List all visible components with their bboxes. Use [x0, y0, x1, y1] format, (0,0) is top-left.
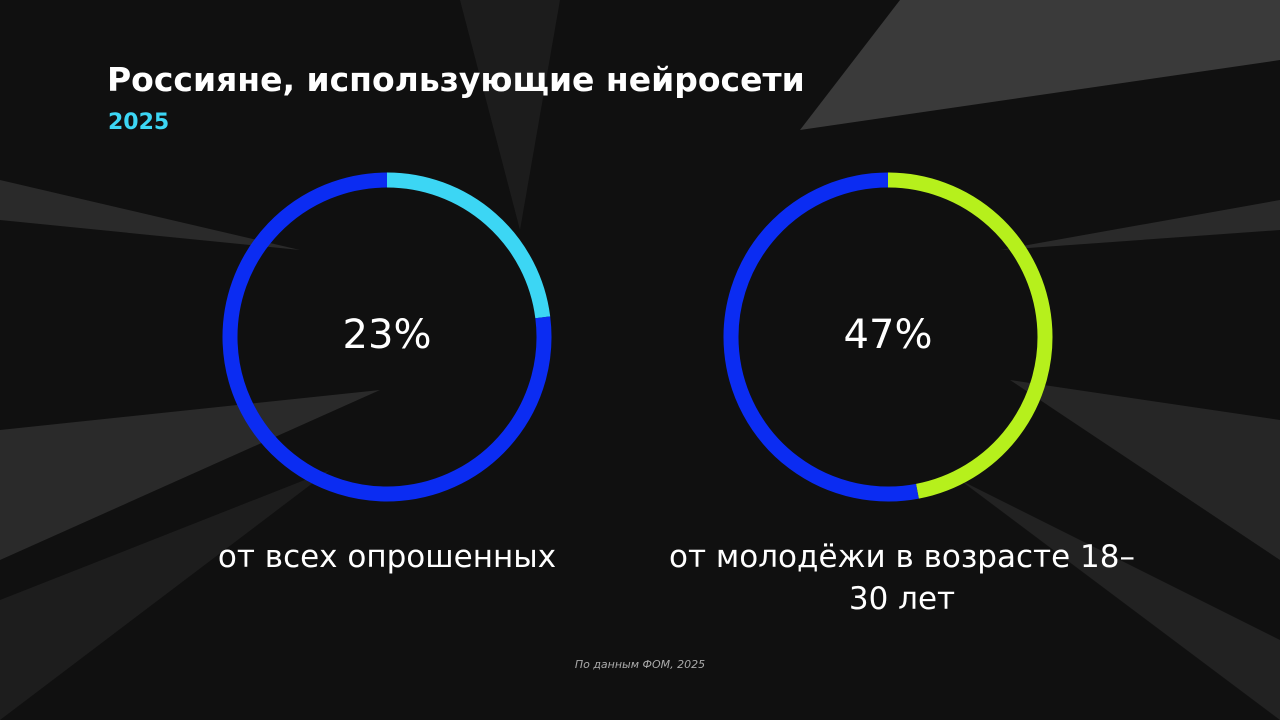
- title: Россияне, использующие нейросети: [107, 60, 805, 99]
- donut-segment: [887, 172, 1053, 499]
- donut-caption: от молодёжи в возрасте 18–30 лет: [669, 539, 1135, 617]
- center-value-label: 47%: [844, 312, 933, 358]
- subtitle: 2025: [108, 110, 170, 135]
- donut-caption: от всех опрошенных: [217, 539, 557, 575]
- donut-segment: [723, 172, 919, 502]
- donut-segment: [386, 172, 551, 319]
- center-value-label: 23%: [343, 312, 432, 358]
- source: По данным ФОМ, 2025: [574, 658, 706, 671]
- donut-segment: [222, 172, 552, 502]
